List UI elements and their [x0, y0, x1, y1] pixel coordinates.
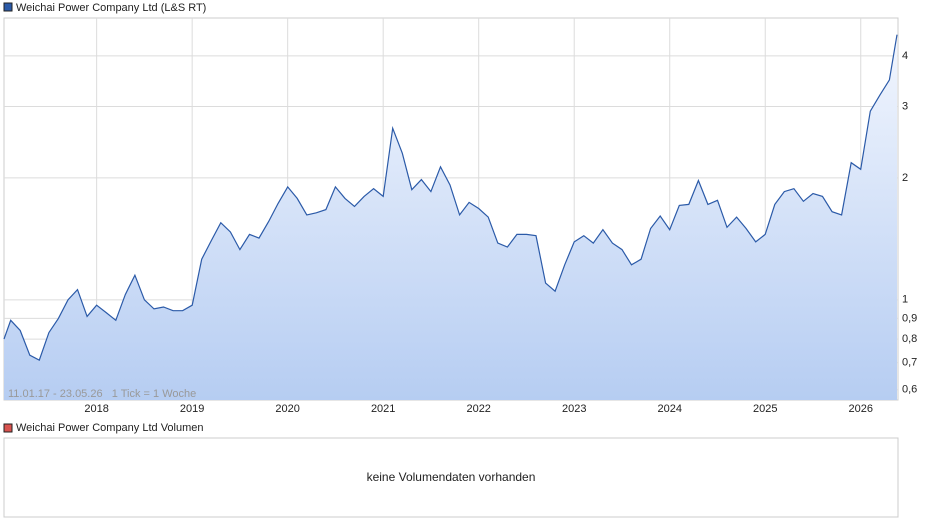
price-line: [3, 34, 898, 361]
y-tick-label: 0,8: [902, 333, 917, 345]
volume-message: keine Volumendaten vorhanden: [367, 470, 536, 484]
y-tick-label: 0,6: [902, 384, 917, 396]
x-tick-label: 2023: [562, 403, 586, 415]
x-tick-label: 2019: [180, 403, 204, 415]
y-tick-label: 0,7: [902, 357, 917, 369]
y-tick-label: 4: [902, 50, 908, 62]
x-tick-label: 2021: [371, 403, 395, 415]
legend-label: Weichai Power Company Ltd (L&S RT): [16, 2, 206, 14]
volume-title: Weichai Power Company Ltd Volumen: [16, 422, 204, 434]
x-tick-label: 2018: [84, 403, 108, 415]
y-tick-label: 2: [902, 172, 908, 184]
x-tick-label: 2025: [753, 403, 777, 415]
x-tick-label: 2022: [466, 403, 490, 415]
date-range: 11.01.17 - 23.05.26 1 Tick = 1 Woche: [8, 388, 196, 400]
y-tick-label: 3: [902, 100, 908, 112]
area: [4, 34, 897, 400]
legend-swatch: [3, 2, 13, 12]
legend-swatch: [3, 423, 13, 433]
x-tick-label: 2020: [275, 403, 299, 415]
volume-panel: [3, 437, 899, 518]
y-tick-label: 0,9: [902, 312, 917, 324]
x-tick-label: 2026: [849, 403, 873, 415]
y-tick-label: 1: [902, 294, 908, 306]
x-tick-label: 2024: [657, 403, 681, 415]
